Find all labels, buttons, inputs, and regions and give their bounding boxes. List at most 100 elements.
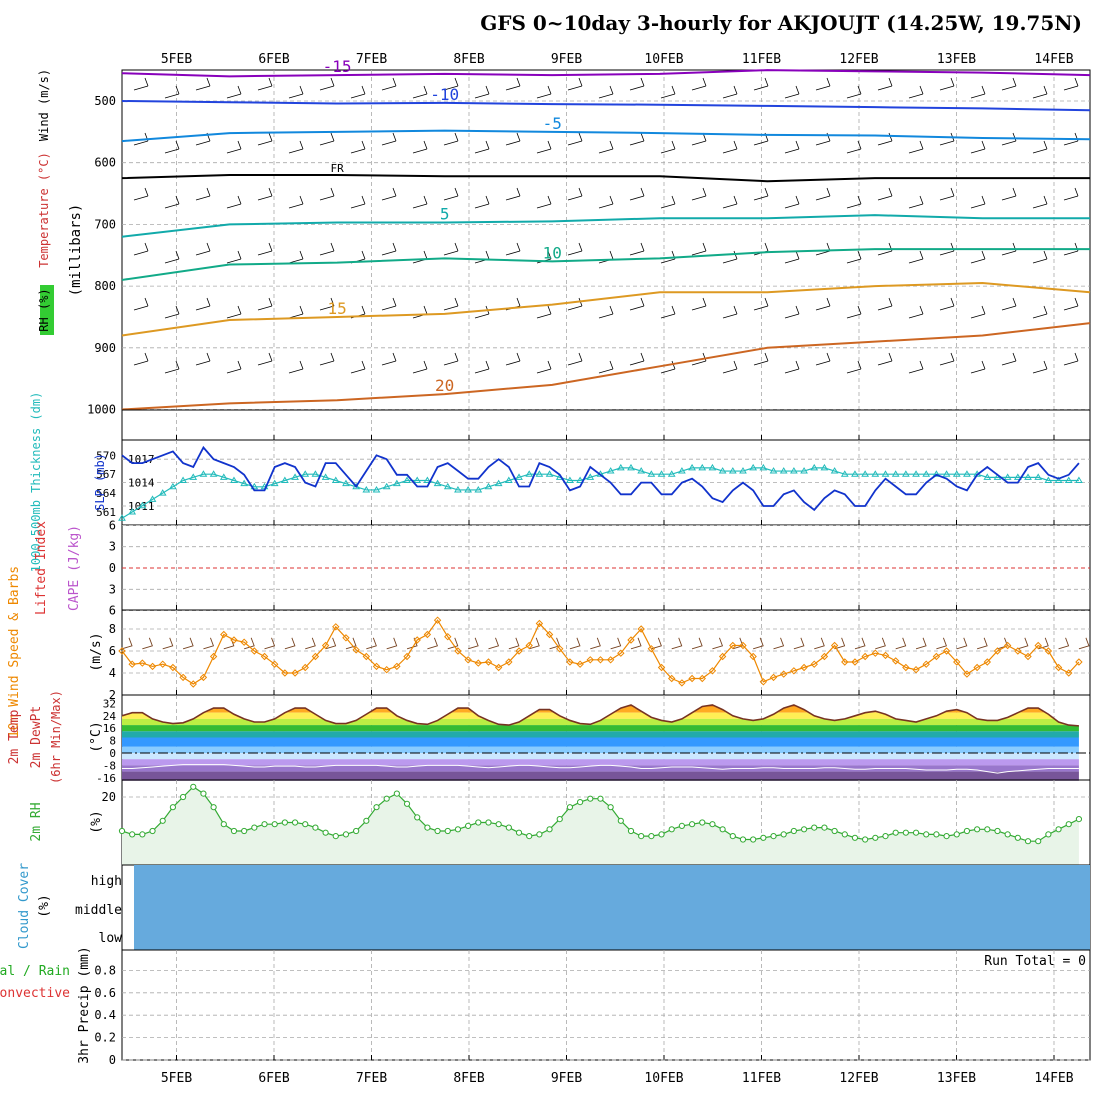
rh-marker: [739, 836, 747, 843]
wind-barb: [784, 85, 800, 99]
wind-barb: [226, 305, 242, 319]
rh-marker: [424, 824, 431, 831]
contour-label: 20: [435, 376, 454, 395]
thickness-marker: [606, 467, 615, 474]
wind-barb: [877, 187, 893, 201]
rh-marker: [139, 831, 146, 838]
thickness-marker: [392, 479, 401, 487]
temperature-band: [122, 746, 1079, 753]
wind-barb: [598, 140, 614, 154]
wind-barb: [443, 187, 459, 201]
surface-wind-barb: [956, 637, 968, 650]
rh-marker: [882, 833, 889, 840]
rh-marker: [444, 827, 451, 835]
thickness-marker: [840, 470, 849, 477]
wind-speed-marker: [779, 670, 788, 678]
rh-marker: [658, 831, 665, 838]
y-tick-label: 3: [109, 582, 116, 596]
wind-barb: [629, 132, 645, 146]
wind-barb: [164, 360, 180, 374]
y-tick-label: 0: [109, 561, 116, 575]
wind-barb: [1063, 352, 1079, 366]
thickness-marker: [433, 479, 442, 487]
thickness-marker: [525, 470, 534, 477]
wind-barb: [536, 305, 552, 319]
wind-speed-marker: [820, 652, 829, 661]
thickness-marker: [230, 476, 238, 483]
thickness-marker: [901, 470, 910, 477]
y-tick-label: 2: [109, 688, 116, 702]
thickness-marker: [749, 463, 758, 471]
surface-wind-barb: [915, 637, 927, 650]
rh-marker: [1035, 838, 1042, 845]
rh-marker: [760, 834, 767, 841]
thickness-marker: [362, 485, 371, 493]
rh-marker: [363, 817, 370, 824]
wind-barb: [846, 305, 862, 319]
surface-wind-barb: [976, 637, 988, 650]
wind-barb: [567, 352, 583, 366]
run-total-label: Run Total = 0: [984, 954, 1086, 969]
wind-barb: [226, 140, 242, 154]
wind-barb: [846, 195, 862, 209]
top-date-label: 9FEB: [551, 52, 582, 67]
wind-speed-marker: [311, 652, 320, 661]
top-date-label: 6FEB: [258, 52, 289, 67]
temperature-contour: [121, 174, 1090, 183]
wind-speed-marker: [647, 645, 656, 653]
contour-label: -10: [430, 85, 459, 104]
rh-marker: [526, 833, 533, 840]
thickness-marker: [912, 470, 920, 477]
wind-barb: [784, 195, 800, 209]
rh-marker: [699, 819, 706, 826]
thickness-marker: [810, 463, 819, 471]
thickness-marker: [464, 485, 473, 493]
wind-speed-marker: [576, 660, 584, 668]
surface-wind-barb: [284, 637, 296, 650]
wind-barb: [567, 297, 583, 311]
rh-marker: [912, 829, 920, 836]
wind-barb: [381, 77, 397, 91]
rh-marker: [179, 793, 187, 801]
thickness-marker: [179, 476, 187, 483]
dewpt-axis-label: 2m DewPt: [29, 706, 44, 769]
surface-wind-barb: [712, 637, 724, 650]
wind-speed-marker: [321, 641, 330, 650]
wind-barb: [133, 77, 149, 91]
panel-frame: [121, 69, 1091, 441]
bottom-date-label: 9FEB: [551, 1071, 582, 1086]
thickness-marker: [932, 470, 941, 477]
thickness-axis-label: 1000-500mb Thickness (dm): [29, 392, 43, 573]
surface-wind-barb: [508, 637, 520, 650]
wind-barb: [1063, 297, 1079, 311]
wind-speed-marker: [148, 662, 157, 671]
rh-legend-swatch: [40, 285, 54, 335]
bottom-date-label: 5FEB: [161, 1071, 192, 1086]
surface-wind-barb: [814, 637, 825, 650]
wind-barb: [319, 297, 335, 311]
top-date-label: 10FEB: [644, 52, 683, 67]
rh-marker: [709, 821, 716, 828]
wind-barb: [629, 297, 645, 311]
top-date-axis: 5FEB 6FEB 7FEB 8FEB 9FEB 10FEB 11FEB 12FEB 13FEB…: [161, 52, 1074, 67]
wind-barb: [939, 77, 955, 91]
wind-speed-marker: [372, 662, 381, 671]
y-tick-label: 500: [94, 94, 116, 108]
wind-barb: [536, 360, 552, 374]
rh-marker: [821, 824, 828, 831]
wind-barb: [784, 360, 800, 374]
wind-barb: [412, 85, 428, 99]
y-tick-label: 3: [109, 540, 116, 554]
slp-line: [121, 445, 1080, 512]
wind-barb: [443, 77, 459, 91]
surface-wind-barb: [447, 637, 459, 650]
rh-marker: [241, 827, 248, 835]
rh-marker: [281, 819, 288, 826]
rh-marker: [1014, 834, 1021, 841]
temperature-band: [122, 765, 1079, 772]
surface-wind-barb: [753, 637, 764, 650]
thickness-marker: [301, 470, 310, 477]
temperature-tick-label: 0: [109, 747, 116, 760]
wind-barb: [1032, 140, 1048, 154]
cloud-axis-label: Cloud Cover: [17, 863, 32, 949]
